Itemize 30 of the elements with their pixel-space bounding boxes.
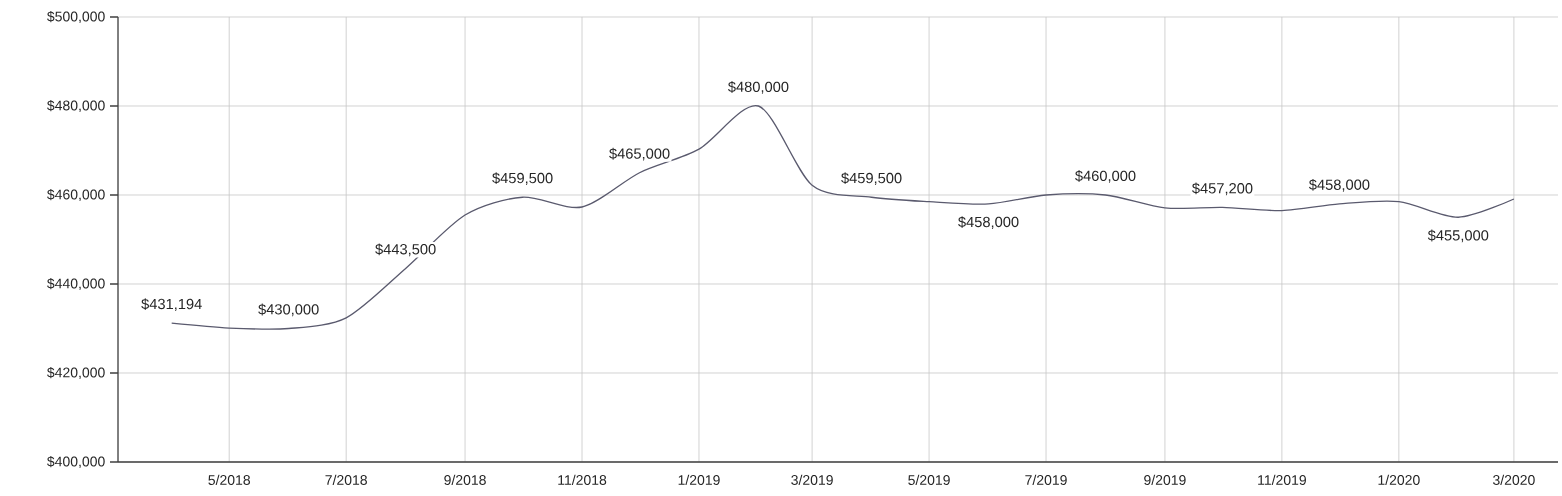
data-label: $443,500 <box>375 243 436 257</box>
x-tick-label: 5/2018 <box>208 474 250 485</box>
data-label: $480,000 <box>728 81 789 94</box>
x-tick-label: 7/2019 <box>1025 474 1067 485</box>
x-tick-label: 3/2019 <box>791 474 833 485</box>
data-label: $458,000 <box>958 216 1019 229</box>
data-label: $457,200 <box>1192 182 1253 196</box>
data-label: $459,500 <box>492 172 553 185</box>
data-label: $465,000 <box>609 147 670 161</box>
x-tick-label: 1/2019 <box>678 474 720 485</box>
y-tick-label: $440,000 <box>47 277 105 291</box>
y-tick-label: $420,000 <box>47 366 105 380</box>
x-tick-label: 9/2018 <box>444 474 486 485</box>
y-tick-label: $400,000 <box>47 455 105 469</box>
data-label: $455,000 <box>1427 229 1489 243</box>
data-label: $458,000 <box>1308 178 1370 192</box>
y-tick-label: $500,000 <box>47 10 105 24</box>
y-tick-label: $460,000 <box>47 188 105 202</box>
x-tick-label: 9/2019 <box>1144 474 1186 485</box>
y-tick-label: $480,000 <box>47 99 105 113</box>
data-label: $460,000 <box>1075 170 1136 183</box>
data-label: $430,000 <box>258 303 319 317</box>
x-tick-label: 5/2019 <box>908 474 950 485</box>
x-tick-label: 1/2020 <box>1378 474 1420 485</box>
x-tick-label: 11/2019 <box>1258 474 1306 485</box>
x-tick-label: 7/2018 <box>325 474 367 485</box>
data-label: $459,500 <box>841 172 902 185</box>
x-tick-label: 11/2018 <box>558 474 607 485</box>
x-tick-label: 3/2020 <box>1493 474 1535 485</box>
data-label: $431,194 <box>141 298 202 311</box>
